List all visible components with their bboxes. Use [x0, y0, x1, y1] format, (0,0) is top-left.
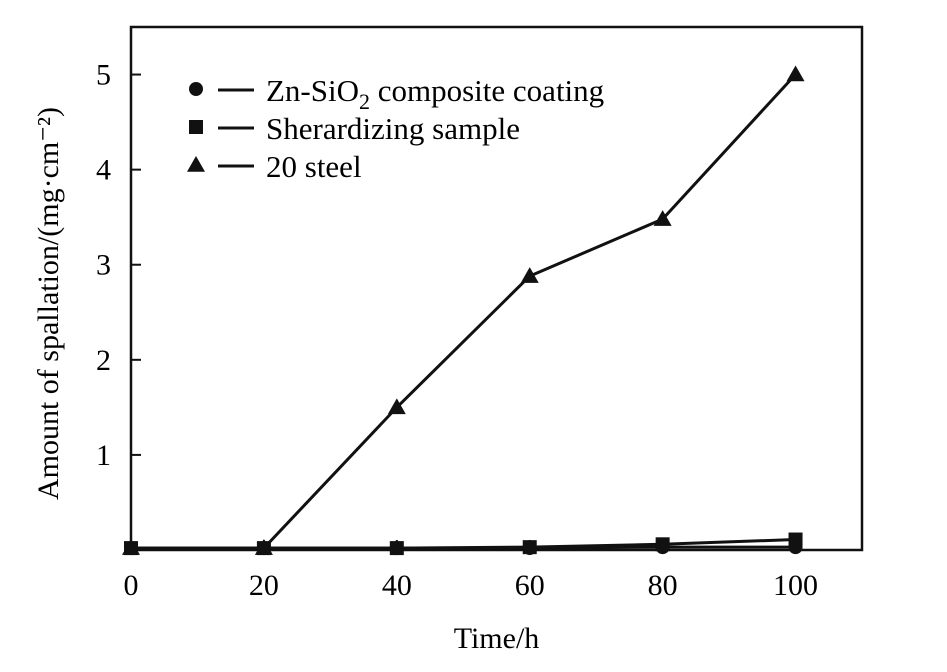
series-layer	[122, 65, 805, 556]
x-tick-label: 100	[773, 569, 818, 602]
data-point	[389, 541, 404, 556]
x-tick-label: 60	[515, 569, 545, 602]
x-tick-label: 0	[124, 569, 139, 602]
x-tick-label: 40	[382, 569, 412, 602]
legend-entry: Sherardizing sample	[189, 111, 520, 146]
legend-label: 20 steel	[266, 149, 362, 184]
series-triangle	[122, 65, 805, 555]
data-point	[122, 539, 140, 555]
y-tick-label: 4	[96, 154, 111, 187]
legend-marker	[189, 82, 203, 96]
x-axis-title: Time/h	[454, 622, 540, 655]
x-tick-label: 20	[249, 569, 279, 602]
data-point	[786, 65, 805, 82]
plot-border	[129, 25, 864, 552]
legend-marker	[187, 156, 205, 172]
series-square	[124, 532, 803, 556]
y-tick-label: 1	[96, 439, 111, 472]
y-axis-title: Amount of spallation/(mg·cm⁻²)	[32, 107, 65, 500]
y-axis: 1 2 3 4 5	[96, 59, 141, 472]
y-tick-label: 3	[96, 249, 111, 282]
legend-marker	[189, 120, 203, 134]
x-tick-label: 80	[648, 569, 678, 602]
data-point	[655, 537, 670, 552]
data-point	[520, 267, 539, 283]
data-point	[788, 532, 803, 547]
data-point	[254, 539, 273, 555]
y-tick-label: 5	[96, 59, 111, 92]
legend-entry: 20 steel	[187, 149, 362, 184]
series-line	[131, 73, 797, 550]
plot-frame	[129, 25, 864, 552]
legend-label: Zn-SiO2 composite coating	[266, 73, 604, 114]
data-point	[522, 540, 537, 555]
data-point	[387, 398, 406, 415]
legend-label: Sherardizing sample	[266, 111, 520, 146]
data-point	[653, 210, 672, 226]
y-tick-label: 2	[96, 344, 111, 377]
legend-entry: Zn-SiO2 composite coating	[189, 73, 604, 114]
